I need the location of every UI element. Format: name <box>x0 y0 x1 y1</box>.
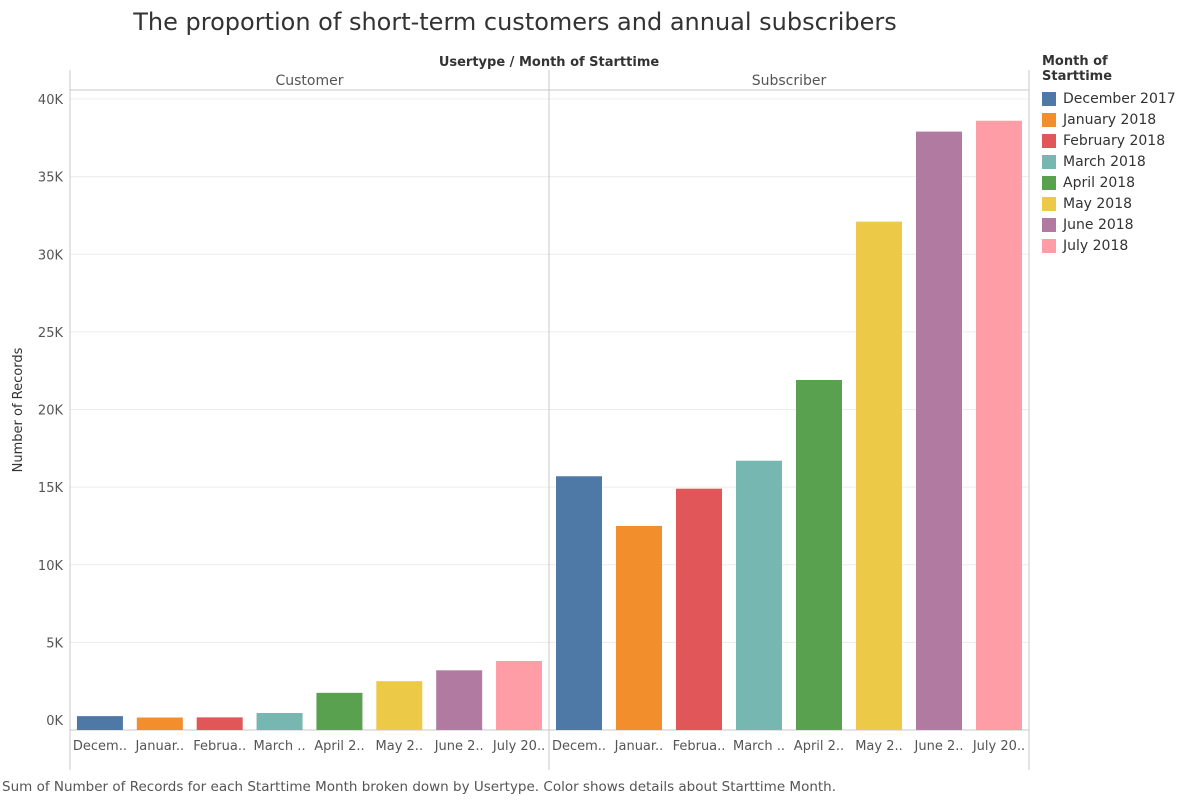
y-tick-label: 20K <box>38 404 64 419</box>
legend-item[interactable]: July 2018 <box>1042 235 1182 256</box>
y-tick-label: 35K <box>38 171 64 186</box>
legend-title: Month of Starttime <box>1042 54 1113 84</box>
bar <box>556 476 602 730</box>
x-tick-label: March .. <box>733 739 785 754</box>
bar <box>796 380 842 730</box>
bar <box>256 713 303 730</box>
y-tick-label: 15K <box>38 481 64 496</box>
bar <box>976 120 1022 731</box>
y-tick-label: 25K <box>38 326 64 341</box>
legend-item[interactable]: June 2018 <box>1042 214 1182 235</box>
legend-item[interactable]: December 2017 <box>1042 88 1182 109</box>
y-tick-label: 5K <box>46 636 63 651</box>
x-tick-label: May 2.. <box>855 739 903 754</box>
y-tick-label: 0K <box>46 714 63 729</box>
bar <box>856 221 902 730</box>
x-tick-label: June 2.. <box>914 739 964 754</box>
panel-label: Subscriber <box>752 73 827 89</box>
legend-item[interactable]: February 2018 <box>1042 130 1182 151</box>
y-tick-label: 40K <box>38 93 64 108</box>
x-tick-label: June 2.. <box>434 739 484 754</box>
legend-label: January 2018 <box>1063 111 1157 128</box>
legend-swatch <box>1042 91 1056 106</box>
x-tick-label: July 20.. <box>972 739 1025 754</box>
bar <box>616 525 662 730</box>
bar <box>76 716 123 730</box>
legend[interactable]: Month of Starttime December 2017 January … <box>1042 54 1182 256</box>
legend-item[interactable]: January 2018 <box>1042 109 1182 130</box>
x-tick-label: Decem.. <box>552 739 606 754</box>
y-axis-title: Number of Records <box>11 347 26 472</box>
legend-item[interactable]: March 2018 <box>1042 151 1182 172</box>
legend-label: April 2018 <box>1063 174 1136 191</box>
legend-label: February 2018 <box>1063 132 1166 149</box>
bar <box>316 692 363 730</box>
legend-swatch <box>1042 112 1056 127</box>
legend-label: December 2017 <box>1063 90 1176 107</box>
x-tick-label: April 2.. <box>794 739 844 754</box>
legend-item[interactable]: May 2018 <box>1042 193 1182 214</box>
bar <box>376 681 423 730</box>
panel-label: Customer <box>275 73 343 89</box>
bar <box>736 460 782 730</box>
legend-swatch <box>1042 217 1056 232</box>
x-tick-label: July 20.. <box>492 739 545 754</box>
chart-caption: Sum of Number of Records for each Startt… <box>2 779 837 795</box>
legend-item[interactable]: April 2018 <box>1042 172 1182 193</box>
bar-chart: Usertype / Month of Starttime 0K 5K 10K 15K 2… <box>11 55 1030 770</box>
legend-swatch <box>1042 154 1056 169</box>
y-tick-label: 10K <box>38 559 64 574</box>
legend-label: March 2018 <box>1063 153 1146 170</box>
chart-title: The proportion of short-term customers a… <box>133 8 897 36</box>
bar <box>916 131 962 731</box>
bar <box>676 488 722 730</box>
bar <box>136 717 183 730</box>
x-tick-label: Januar.. <box>614 739 664 754</box>
bar <box>196 717 243 730</box>
legend-label: May 2018 <box>1063 195 1133 212</box>
bar <box>436 670 483 730</box>
legend-swatch <box>1042 175 1056 190</box>
x-tick-label: May 2.. <box>376 739 424 754</box>
legend-swatch <box>1042 196 1056 211</box>
legend-label: June 2018 <box>1063 216 1134 233</box>
bar <box>496 661 543 730</box>
x-tick-label: Februa.. <box>193 739 246 754</box>
x-tick-label: Januar.. <box>134 739 184 754</box>
x-tick-label: Decem.. <box>73 739 127 754</box>
legend-swatch <box>1042 238 1056 253</box>
column-header: Usertype / Month of Starttime <box>439 55 660 70</box>
x-tick-label: April 2.. <box>314 739 364 754</box>
legend-label: July 2018 <box>1063 237 1129 254</box>
x-tick-label: Februa.. <box>673 739 726 754</box>
legend-swatch <box>1042 133 1056 148</box>
y-tick-label: 30K <box>38 248 64 263</box>
x-tick-label: March .. <box>254 739 306 754</box>
